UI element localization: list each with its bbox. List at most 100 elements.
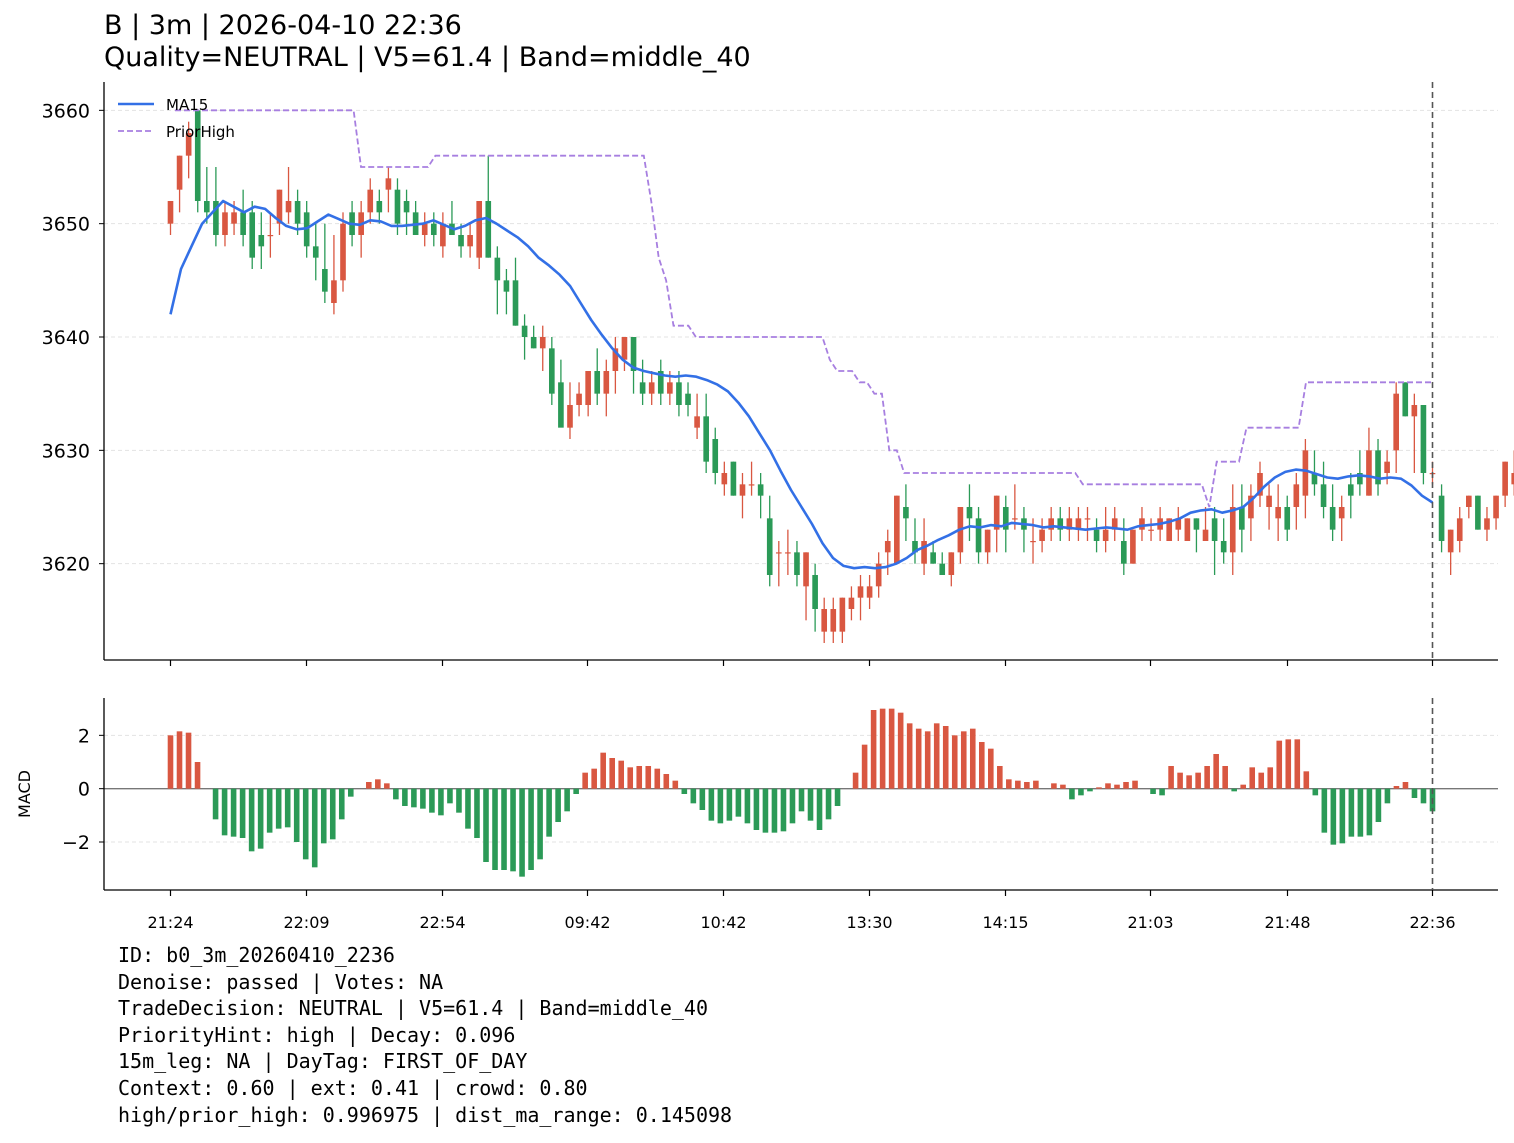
candle-body <box>1130 529 1136 564</box>
candle-body <box>785 552 791 554</box>
macd-bar <box>672 780 679 789</box>
macd-bar <box>185 732 192 789</box>
macd-bar <box>762 788 769 833</box>
candle-body <box>394 189 401 224</box>
macd-bar <box>1366 788 1373 836</box>
candle <box>567 382 573 439</box>
candle <box>276 189 283 235</box>
candle-body <box>984 529 991 553</box>
macd-bar <box>311 788 318 868</box>
candle <box>676 371 682 417</box>
candle <box>812 563 818 632</box>
candle <box>939 552 946 575</box>
macd-bar <box>212 788 219 820</box>
macd-bar <box>951 735 958 789</box>
candle <box>1347 473 1354 519</box>
candle <box>839 597 846 643</box>
candle <box>1248 484 1254 541</box>
macd-bar <box>1402 782 1409 789</box>
macd-bar <box>1312 788 1319 796</box>
candle <box>621 337 628 371</box>
candle-body <box>848 597 855 609</box>
candle <box>703 393 709 473</box>
candle <box>1402 382 1409 417</box>
macd-bar <box>194 762 201 789</box>
macd-bar <box>978 742 985 789</box>
macd-bar <box>969 728 976 789</box>
candle-body <box>222 212 228 235</box>
candle <box>685 382 691 417</box>
macd-bar <box>744 788 751 824</box>
macd-bar <box>1330 788 1337 845</box>
candle-body <box>930 552 936 564</box>
candle-body <box>1311 473 1318 485</box>
macd-bar <box>690 788 697 804</box>
candle <box>912 518 918 564</box>
candle-body <box>830 609 837 632</box>
macd-bar <box>988 748 994 789</box>
candle-body <box>875 563 882 587</box>
macd-bar <box>582 772 588 789</box>
candle-body <box>1039 529 1045 541</box>
macd-bar <box>960 731 967 789</box>
candle-body <box>1220 541 1227 553</box>
candle <box>1502 461 1508 507</box>
candle-body <box>821 609 828 632</box>
candle-body <box>775 552 782 554</box>
candle <box>430 212 437 247</box>
candle-body <box>939 563 946 575</box>
candle <box>1220 518 1227 564</box>
candle-body <box>1284 507 1291 530</box>
candle-body <box>694 416 700 428</box>
candle <box>1021 507 1027 553</box>
macd-bar <box>447 788 453 804</box>
candle-body <box>267 235 274 237</box>
macd-bar <box>1285 739 1292 789</box>
candle-body <box>1012 518 1018 520</box>
candle-body <box>204 201 210 213</box>
candle <box>585 371 591 417</box>
candle-body <box>503 280 510 292</box>
candle <box>766 495 773 587</box>
info-panel: ID: b0_3m_20260410_2236 Denoise: passed |… <box>118 942 732 1128</box>
macd-bar <box>627 767 634 789</box>
candle-body <box>1075 518 1082 530</box>
candle <box>984 529 991 564</box>
candle <box>1320 461 1327 519</box>
macd-bar <box>510 788 516 872</box>
candle <box>948 552 955 587</box>
candle-body <box>1447 529 1454 553</box>
macd-bar <box>1087 788 1093 792</box>
candle <box>1102 507 1109 553</box>
candle-body <box>1411 405 1418 417</box>
candle-body <box>539 337 546 349</box>
candle <box>1211 507 1218 575</box>
price-ytick-label: 3640 <box>42 327 90 349</box>
candle <box>1275 484 1281 541</box>
macd-bar <box>1384 788 1391 804</box>
macd-bar <box>1114 784 1120 789</box>
candle-body <box>430 223 437 235</box>
macd-bar <box>942 726 949 789</box>
xtick-label: 14:15 <box>982 913 1028 932</box>
macd-bar <box>248 788 255 852</box>
candle <box>1411 393 1418 473</box>
macd-bar <box>1078 788 1084 796</box>
candle <box>748 461 755 496</box>
macd-bar <box>366 782 372 789</box>
macd-bar <box>753 788 760 830</box>
candle <box>821 597 828 643</box>
candle-body <box>567 405 573 428</box>
macd-bar <box>1321 788 1328 833</box>
candle <box>331 235 337 315</box>
macd-bar <box>1105 783 1111 789</box>
candle-body <box>1493 495 1499 519</box>
info-line: TradeDecision: NEUTRAL | V5=61.4 | Band=… <box>118 996 709 1021</box>
candle <box>176 155 183 213</box>
candle <box>204 167 210 224</box>
candle <box>421 212 428 247</box>
candle-body <box>512 280 519 326</box>
candle <box>930 541 936 564</box>
xtick-label: 09:42 <box>564 913 610 932</box>
candle-body <box>903 507 909 519</box>
